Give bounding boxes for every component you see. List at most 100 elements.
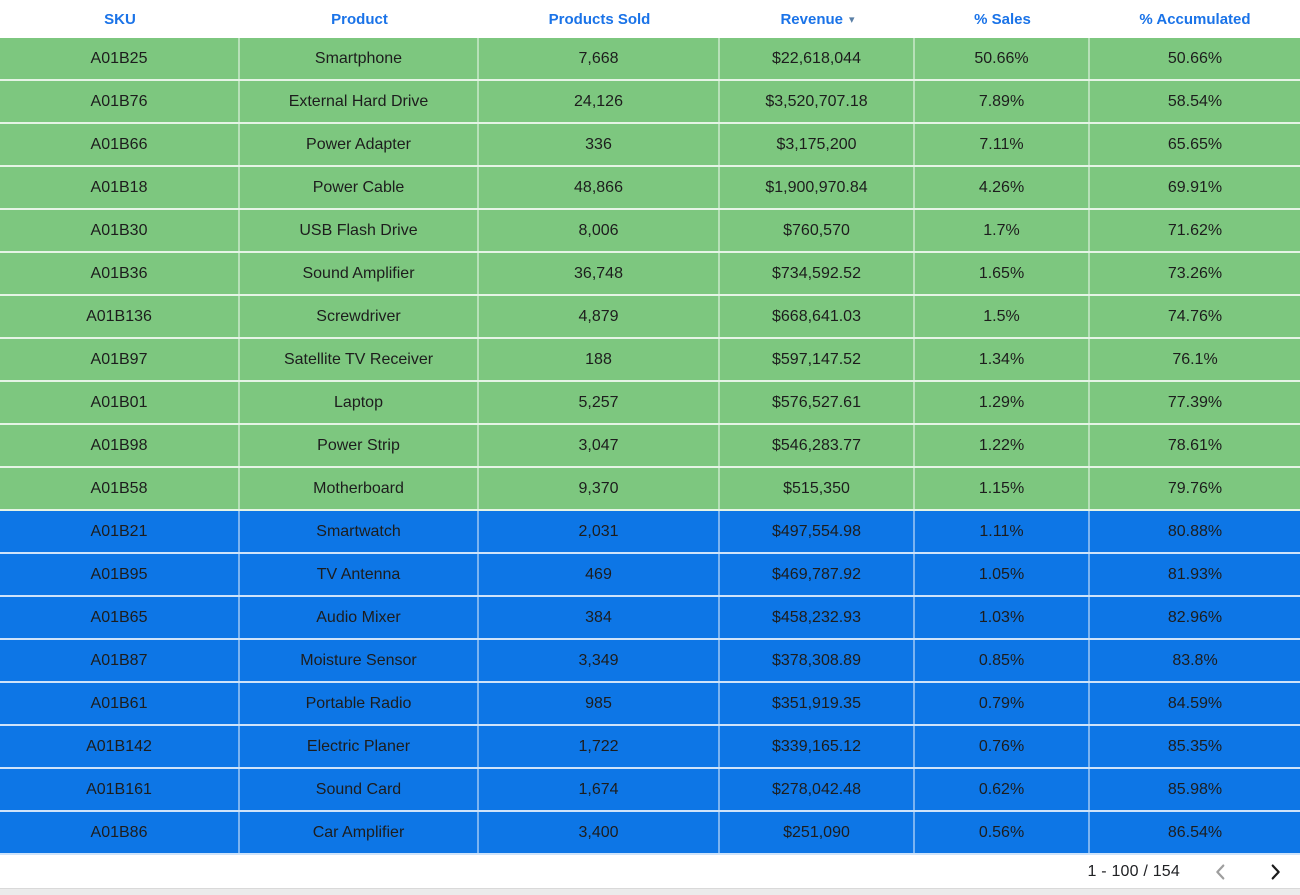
column-header-label: Revenue	[780, 10, 843, 28]
cell-revenue: $760,570	[720, 210, 915, 251]
cell-products-sold: 24,126	[479, 81, 720, 122]
cell-sku: A01B86	[0, 812, 240, 853]
table-row: A01B97 Satellite TV Receiver 188 $597,14…	[0, 339, 1300, 382]
cell-revenue: $22,618,044	[720, 38, 915, 79]
cell-product: Sound Amplifier	[240, 253, 479, 294]
cell-products-sold: 9,370	[479, 468, 720, 509]
cell-sku: A01B98	[0, 425, 240, 466]
cell-pct-sales: 0.62%	[915, 769, 1090, 810]
cell-product: Smartphone	[240, 38, 479, 79]
table-row: A01B98 Power Strip 3,047 $546,283.77 1.2…	[0, 425, 1300, 468]
cell-revenue: $339,165.12	[720, 726, 915, 767]
cell-pct-sales: 7.11%	[915, 124, 1090, 165]
cell-pct-accumulated: 71.62%	[1167, 221, 1223, 239]
column-header-pct-accumulated[interactable]: % Accumulated	[1090, 0, 1300, 38]
cell-revenue: $351,919.35	[720, 683, 915, 724]
cell-pct-accumulated: 84.59%	[1167, 694, 1223, 712]
column-header-product[interactable]: Product	[240, 0, 479, 38]
cell-revenue: $1,900,970.84	[720, 167, 915, 208]
cell-product: Laptop	[240, 382, 479, 423]
cell-pct-sales: 0.85%	[915, 640, 1090, 681]
cell-pct-accumulated: 77.39%	[1167, 393, 1223, 411]
cell-pct-accumulated: 81.93%	[1167, 565, 1223, 583]
cell-pct-sales: 50.66%	[915, 38, 1090, 79]
cell-pct-sales: 7.89%	[915, 81, 1090, 122]
cell-sku: A01B36	[0, 253, 240, 294]
sort-descending-icon: ▾	[849, 13, 855, 26]
cell-products-sold: 8,006	[479, 210, 720, 251]
cell-revenue: $497,554.98	[720, 511, 915, 552]
cell-product: Moisture Sensor	[240, 640, 479, 681]
column-header-products-sold[interactable]: Products Sold	[479, 0, 720, 38]
cell-pct-accumulated: 65.65%	[1167, 135, 1223, 153]
cell-pct-sales: 1.15%	[915, 468, 1090, 509]
table-row: A01B95 TV Antenna 469 $469,787.92 1.05% …	[0, 554, 1300, 597]
cell-revenue: $458,232.93	[720, 597, 915, 638]
cell-products-sold: 48,866	[479, 167, 720, 208]
cell-pct-accumulated: 50.66%	[1167, 49, 1223, 67]
cell-sku: A01B21	[0, 511, 240, 552]
cell-revenue: $515,350	[720, 468, 915, 509]
bottom-track-strip	[0, 888, 1300, 895]
cell-products-sold: 469	[479, 554, 720, 595]
cell-revenue: $668,641.03	[720, 296, 915, 337]
cell-sku: A01B58	[0, 468, 240, 509]
cell-revenue: $3,520,707.18	[720, 81, 915, 122]
column-header-pct-sales[interactable]: % Sales	[915, 0, 1090, 38]
table-row: A01B136 Screwdriver 4,879 $668,641.03 1.…	[0, 296, 1300, 339]
cell-products-sold: 4,879	[479, 296, 720, 337]
cell-sku: A01B95	[0, 554, 240, 595]
cell-pct-sales: 1.22%	[915, 425, 1090, 466]
cell-pct-sales: 1.03%	[915, 597, 1090, 638]
cell-pct-accumulated: 78.61%	[1167, 436, 1223, 454]
cell-products-sold: 3,047	[479, 425, 720, 466]
table-row: A01B142 Electric Planer 1,722 $339,165.1…	[0, 726, 1300, 769]
cell-product: Power Strip	[240, 425, 479, 466]
cell-products-sold: 985	[479, 683, 720, 724]
table-row: A01B61 Portable Radio 985 $351,919.35 0.…	[0, 683, 1300, 726]
column-header-revenue[interactable]: Revenue ▾	[720, 0, 915, 38]
cell-pct-accumulated: 79.76%	[1167, 479, 1223, 497]
cell-sku: A01B136	[0, 296, 240, 337]
cell-product: USB Flash Drive	[240, 210, 479, 251]
cell-pct-sales: 1.7%	[915, 210, 1090, 251]
table-row: A01B21 Smartwatch 2,031 $497,554.98 1.11…	[0, 511, 1300, 554]
cell-revenue: $3,175,200	[720, 124, 915, 165]
cell-pct-accumulated: 83.8%	[1172, 651, 1218, 669]
column-header-label: Product	[331, 10, 388, 28]
cell-sku: A01B25	[0, 38, 240, 79]
cell-sku: A01B61	[0, 683, 240, 724]
prev-page-button[interactable]	[1208, 859, 1234, 885]
cell-product: Sound Card	[240, 769, 479, 810]
cell-pct-accumulated: 80.88%	[1167, 522, 1223, 540]
cell-pct-accumulated: 85.98%	[1167, 780, 1223, 798]
cell-product: External Hard Drive	[240, 81, 479, 122]
cell-product: Audio Mixer	[240, 597, 479, 638]
cell-pct-sales: 1.5%	[915, 296, 1090, 337]
next-page-button[interactable]	[1262, 859, 1288, 885]
table-row: A01B25 Smartphone 7,668 $22,618,044 50.6…	[0, 38, 1300, 81]
table-header: SKU Product Products Sold Revenue ▾ % Sa…	[0, 0, 1300, 38]
cell-revenue: $251,090	[720, 812, 915, 853]
pagination-bar: 1 - 100 / 154	[0, 855, 1300, 888]
cell-pct-accumulated: 86.54%	[1167, 823, 1223, 841]
table-row: A01B66 Power Adapter 336 $3,175,200 7.11…	[0, 124, 1300, 167]
table-row: A01B76 External Hard Drive 24,126 $3,520…	[0, 81, 1300, 124]
cell-products-sold: 5,257	[479, 382, 720, 423]
cell-pct-accumulated: 82.96%	[1167, 608, 1223, 626]
cell-pct-accumulated: 69.91%	[1167, 178, 1223, 196]
chevron-left-icon	[1216, 863, 1225, 880]
cell-sku: A01B18	[0, 167, 240, 208]
cell-pct-accumulated: 85.35%	[1167, 737, 1223, 755]
cell-product: Power Adapter	[240, 124, 479, 165]
cell-products-sold: 3,400	[479, 812, 720, 853]
column-header-sku[interactable]: SKU	[0, 0, 240, 38]
cell-products-sold: 1,674	[479, 769, 720, 810]
cell-pct-sales: 1.11%	[915, 511, 1090, 552]
cell-pct-sales: 0.79%	[915, 683, 1090, 724]
table-row: A01B30 USB Flash Drive 8,006 $760,570 1.…	[0, 210, 1300, 253]
table-row: A01B36 Sound Amplifier 36,748 $734,592.5…	[0, 253, 1300, 296]
column-header-label: % Accumulated	[1139, 10, 1251, 28]
cell-products-sold: 1,722	[479, 726, 720, 767]
